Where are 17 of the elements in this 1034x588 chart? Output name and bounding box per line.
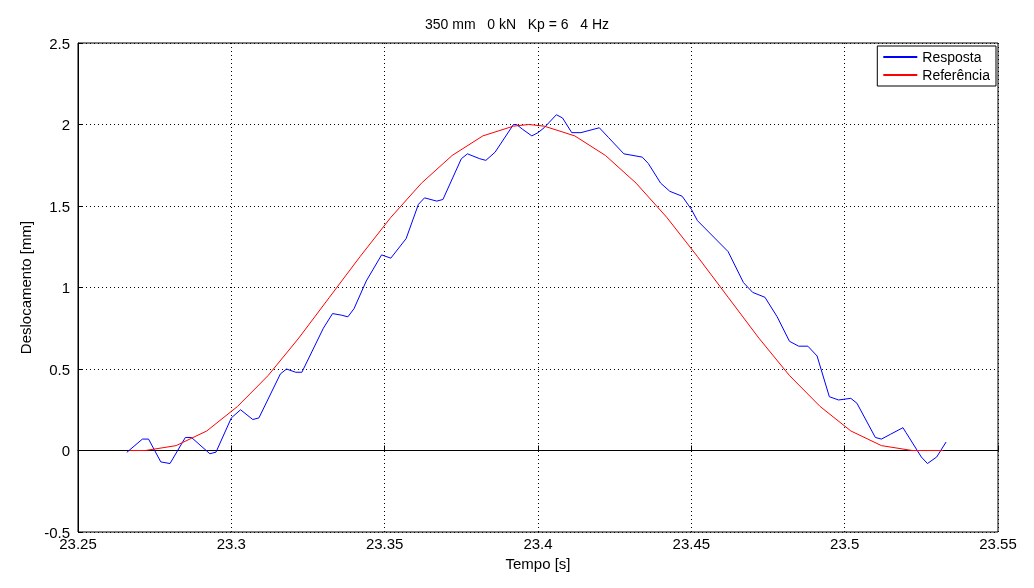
x-tick-label: 23.4 bbox=[523, 535, 553, 552]
x-tick-label: 23.45 bbox=[672, 535, 711, 552]
y-tick-label: 0.5 bbox=[49, 360, 70, 378]
y-tick-label: 1.5 bbox=[49, 197, 70, 215]
x-tick-label: 23.35 bbox=[365, 535, 404, 552]
legend-label: Resposta bbox=[922, 49, 982, 65]
y-tick-label: 1 bbox=[61, 279, 70, 296]
x-tick-label: 23.55 bbox=[979, 535, 1017, 552]
x-axis-title: Tempo [s] bbox=[505, 555, 571, 572]
y-tick-label: 2.5 bbox=[49, 34, 70, 52]
x-tick-label: 23.3 bbox=[216, 535, 246, 552]
y-tick-label: 0 bbox=[61, 442, 70, 459]
x-tick-label: 23.5 bbox=[830, 535, 860, 552]
chart-title: 350 mm 0 kN Kp = 6 4 Hz bbox=[424, 16, 610, 32]
legend-label: Referência bbox=[922, 67, 991, 83]
y-axis-title: Deslocamento [mm] bbox=[17, 220, 35, 355]
y-tick-label: 2 bbox=[61, 116, 70, 133]
